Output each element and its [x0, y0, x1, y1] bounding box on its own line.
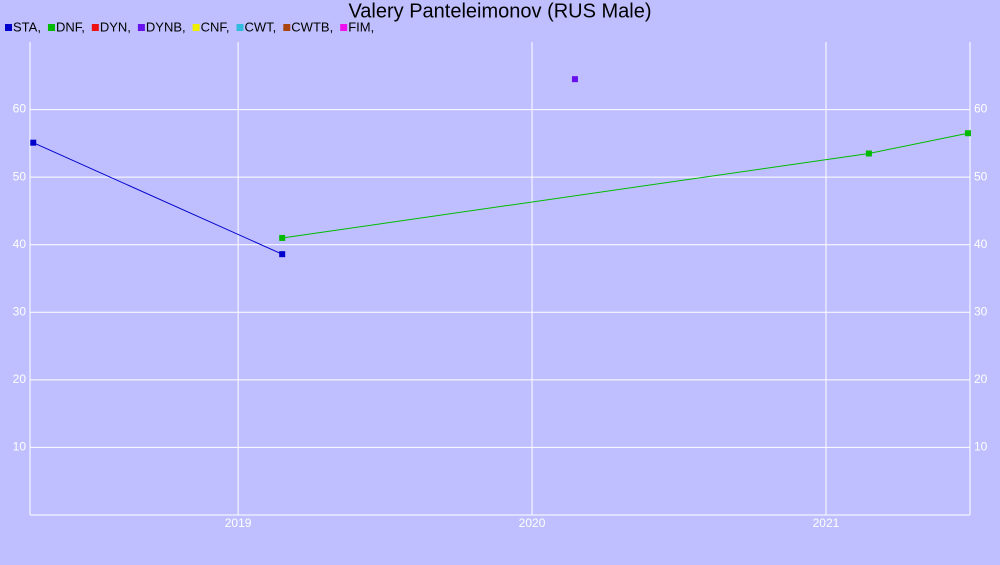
legend-label: STA, — [13, 19, 41, 34]
legend-swatch — [283, 24, 291, 31]
legend-label: DYN, — [100, 19, 131, 34]
legend-swatch — [47, 24, 55, 31]
legend-label: CWTB, — [291, 19, 333, 34]
legend-swatch — [192, 24, 200, 31]
x-tick-label: 2020 — [519, 516, 546, 530]
legend-swatch — [91, 24, 99, 31]
point — [30, 139, 37, 146]
point — [279, 234, 286, 241]
y-tick-label: 30 — [13, 304, 27, 318]
legend-swatch — [236, 24, 244, 31]
legend-label: FIM, — [348, 19, 374, 34]
x-tick-label: 2021 — [813, 516, 840, 530]
legend-swatch — [340, 24, 348, 31]
y2-tick-label: 30 — [974, 304, 988, 318]
legend-label: CNF, — [201, 19, 230, 34]
chart-title: Valery Panteleimonov (RUS Male) — [348, 0, 651, 22]
y-tick-label: 50 — [13, 169, 27, 183]
y-tick-label: 20 — [13, 372, 27, 386]
y2-tick-label: 60 — [974, 102, 988, 116]
legend-swatch — [5, 24, 12, 31]
x-tick-label: 2019 — [225, 516, 252, 530]
point — [571, 76, 578, 83]
y2-tick-label: 10 — [974, 440, 988, 454]
legend-swatch — [137, 24, 145, 31]
series-line — [33, 142, 283, 255]
point — [865, 150, 872, 157]
legend-label: DNF, — [56, 19, 85, 34]
y-tick-label: 60 — [13, 102, 27, 116]
legend-label: DYNB, — [146, 19, 186, 34]
legend-label: CWT, — [245, 19, 277, 34]
point — [279, 251, 286, 258]
y2-tick-label: 50 — [974, 169, 988, 183]
y-tick-label: 10 — [13, 440, 27, 454]
y2-tick-label: 40 — [974, 237, 988, 251]
point — [964, 130, 971, 137]
y-tick-label: 40 — [13, 237, 27, 251]
y2-tick-label: 20 — [974, 372, 988, 386]
